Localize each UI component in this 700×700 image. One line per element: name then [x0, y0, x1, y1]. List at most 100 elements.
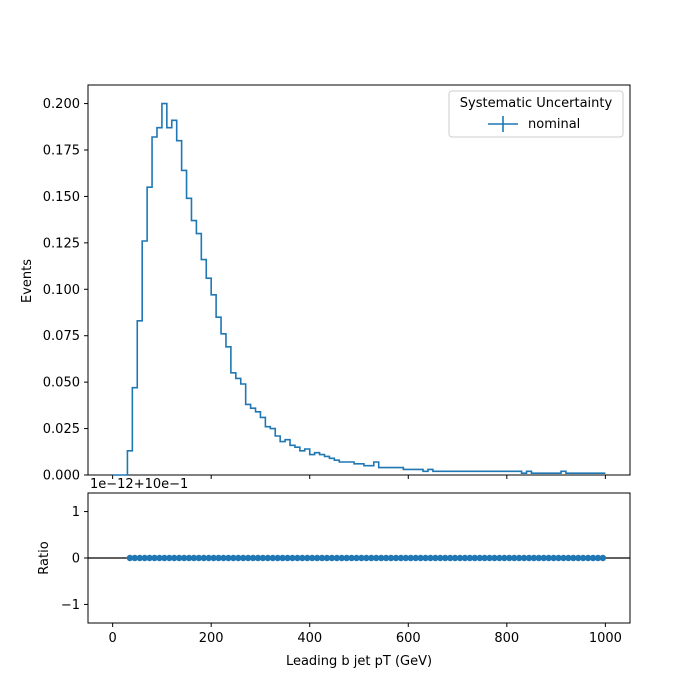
ratio-point [200, 554, 207, 562]
ratio-point [136, 554, 143, 562]
ratio-point [249, 554, 257, 562]
ratio-point [402, 554, 410, 562]
ratio-point [225, 554, 232, 562]
ratio-point [540, 554, 547, 562]
ratio-point [294, 554, 301, 562]
ratio-point [190, 554, 198, 562]
ratio-point [259, 554, 267, 562]
ratio-point [432, 554, 439, 562]
ratio-point [289, 554, 296, 562]
ratio-point [353, 554, 360, 562]
x-axis-label: Leading b jet pT (GeV) [286, 654, 432, 669]
ratio-point [333, 554, 341, 562]
ratio-point [220, 554, 227, 562]
legend: Systematic Uncertainty nominal [448, 90, 624, 138]
ratio-y-axis-label: Ratio [37, 541, 52, 574]
ratio-point [446, 554, 454, 562]
ratio-y-tick-label: 1 [72, 505, 80, 520]
ratio-point [180, 554, 188, 562]
ratio-point [368, 554, 375, 562]
ratio-point [427, 554, 434, 562]
ratio-point [535, 554, 543, 562]
ratio-point [230, 554, 237, 562]
ratio-point [274, 554, 281, 562]
y-tick-label: 0.075 [43, 329, 80, 344]
ratio-point [466, 554, 474, 562]
ratio-point [550, 554, 557, 562]
ratio-point [358, 554, 365, 562]
ratio-point [407, 554, 414, 562]
legend-entry-nominal: nominal [528, 117, 580, 132]
ratio-point [481, 554, 488, 562]
ratio-point [584, 554, 592, 562]
ratio-point [456, 554, 464, 562]
ratio-point [151, 554, 158, 562]
ratio-point [437, 554, 444, 562]
ratio-x-ticks: 0 200 400 600 800 1000 [108, 623, 622, 646]
ratio-point [318, 554, 326, 562]
y-tick-label: 0.150 [43, 190, 80, 205]
histogram-x-ticks [112, 475, 606, 479]
y-tick-label: 0.175 [43, 144, 80, 159]
ratio-point [579, 554, 587, 562]
ratio-point [254, 554, 262, 562]
ratio-point [348, 554, 355, 562]
ratio-point [545, 554, 552, 562]
ratio-point [377, 554, 385, 562]
ratio-y-tick-label: 0 [72, 552, 80, 567]
x-tick-label: 800 [494, 631, 519, 646]
ratio-point [555, 554, 562, 562]
ratio-point [412, 554, 419, 562]
legend-box [448, 90, 624, 138]
ratio-point [486, 554, 493, 562]
ratio-point [373, 554, 380, 562]
legend-marker-errorbar [488, 116, 518, 132]
ratio-point [323, 554, 331, 562]
ratio-point [146, 554, 153, 562]
ratio-point [461, 554, 469, 562]
ratio-point [471, 554, 478, 562]
ratio-point [235, 554, 242, 562]
ratio-point [161, 554, 168, 562]
ratio-point [599, 554, 607, 562]
ratio-point [589, 554, 597, 562]
ratio-point [520, 554, 528, 562]
histogram-y-axis-label: Events [20, 259, 35, 303]
ratio-point [210, 554, 217, 562]
ratio-point [442, 554, 449, 562]
ratio-y-tick-label: −1 [61, 598, 80, 613]
ratio-point [269, 554, 276, 562]
ratio-point [363, 554, 370, 562]
x-tick-label: 0 [108, 631, 116, 646]
ratio-y-ticks: −1 0 1 [61, 505, 88, 613]
ratio-point [131, 554, 139, 562]
ratio-point [530, 554, 538, 562]
ratio-point [397, 554, 405, 562]
ratio-point [304, 554, 311, 562]
ratio-point [570, 554, 577, 562]
x-tick-label: 600 [396, 631, 421, 646]
ratio-point [279, 554, 286, 562]
ratio-point [476, 554, 483, 562]
ratio-point [392, 554, 400, 562]
ratio-point [205, 554, 212, 562]
ratio-point [422, 554, 429, 562]
histogram-axes-frame [87, 84, 631, 476]
ratio-point [175, 554, 183, 562]
ratio-point [156, 554, 163, 562]
ratio-point [491, 554, 498, 562]
ratio-point [451, 554, 459, 562]
ratio-point [185, 554, 193, 562]
ratio-point [264, 554, 272, 562]
ratio-point [343, 554, 350, 562]
ratio-point [387, 554, 395, 562]
ratio-point [506, 554, 513, 562]
ratio-point [338, 554, 345, 562]
ratio-point [575, 554, 582, 562]
x-tick-label: 400 [297, 631, 322, 646]
ratio-point [284, 554, 291, 562]
ratio-point [417, 554, 424, 562]
ratio-point [328, 554, 336, 562]
ratio-point [501, 554, 508, 562]
